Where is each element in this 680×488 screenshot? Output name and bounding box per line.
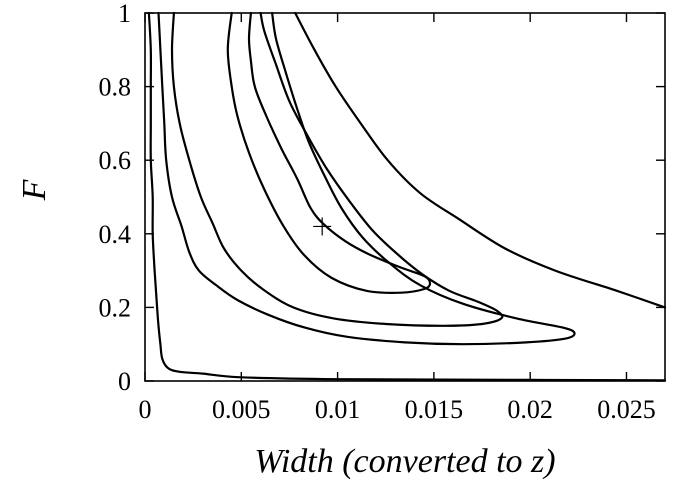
contour-line-4	[147, 11, 667, 382]
best-fit-marker	[313, 217, 332, 236]
y-tick-label: 0.8	[99, 73, 132, 102]
x-tick-label: 0.005	[212, 395, 271, 424]
contour-line-1	[226, 11, 432, 294]
x-tick-label: 0.015	[405, 395, 464, 424]
y-axis-title: F	[16, 178, 53, 201]
axis-ticks: 0 0.005 0.01 0.015 0.02 0.025 0 0.2 0.4 0.6 0.8 1	[99, 0, 665, 424]
contour-line-3	[157, 11, 576, 346]
x-tick-label: 0	[139, 395, 152, 424]
y-tick-label: 0.2	[99, 293, 132, 322]
x-axis-title: Width (converted to z)	[254, 443, 555, 480]
y-tick-label: 0.6	[99, 146, 132, 175]
contour-lines	[147, 11, 667, 382]
contour-line-2	[170, 11, 504, 327]
x-tick-label: 0.01	[315, 395, 361, 424]
contour-line-5	[294, 11, 667, 309]
y-tick-label: 1	[118, 0, 131, 28]
y-tick-label: 0	[118, 367, 131, 396]
x-tick-label: 0.025	[597, 395, 656, 424]
x-tick-label: 0.02	[507, 395, 553, 424]
y-tick-label: 0.4	[99, 220, 132, 249]
plot-frame	[144, 12, 666, 382]
